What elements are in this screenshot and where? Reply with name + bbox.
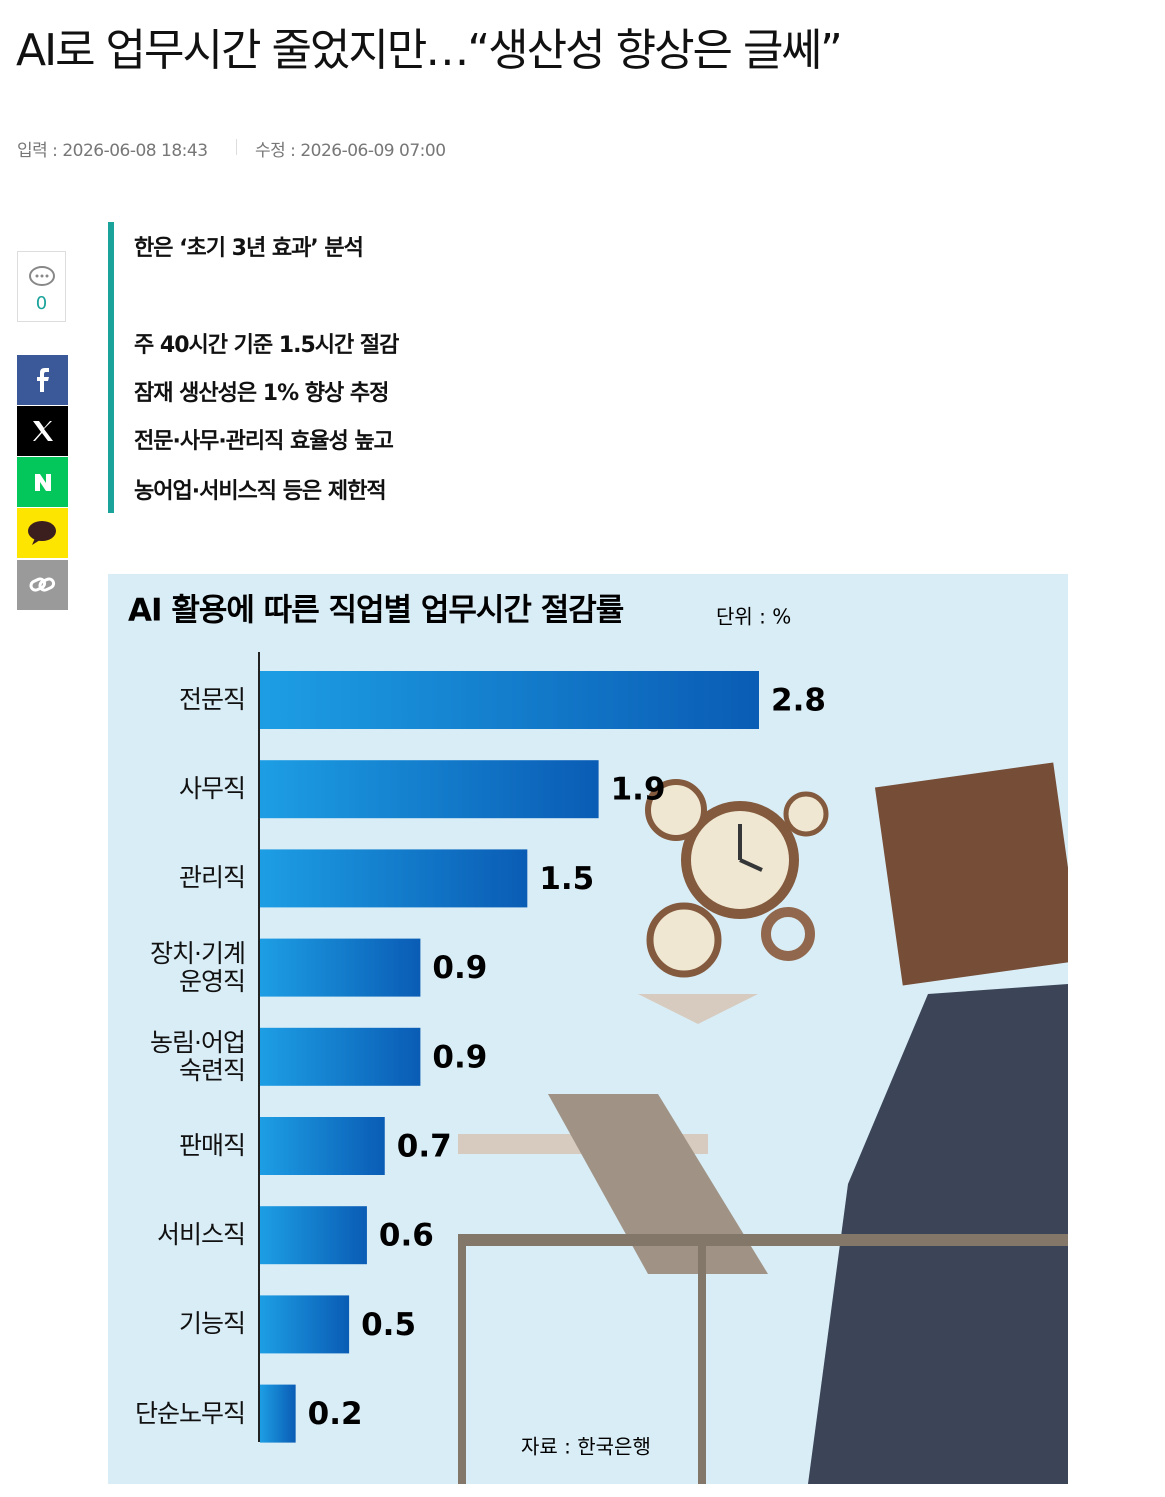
category-label: 관리직 — [178, 863, 246, 893]
bar — [260, 671, 759, 729]
value-label: 0.9 — [432, 950, 487, 986]
value-label: 1.9 — [611, 772, 666, 808]
article-title: AI로 업무시간 줄었지만…“생산성 향상은 글쎄” — [16, 25, 843, 76]
value-label: 0.9 — [432, 1039, 487, 1075]
bar — [260, 938, 421, 997]
category-label: 단순노무직 — [134, 1398, 246, 1428]
chart-panel: AI 활용에 따른 직업별 업무시간 절감률 단위 : % 자료 : 한국은행 … — [108, 574, 1068, 1484]
summary-headline: 한은 ‘초기 3년 효과’ 분석 — [134, 236, 364, 261]
summary-line: 잠재 생산성은 1% 향상 추정 — [134, 381, 389, 406]
category-label: 농림·어업 숙련직 — [150, 1027, 246, 1085]
comment-icon — [29, 266, 55, 286]
published-time: 입력 : 2026-06-08 18:43 — [17, 141, 208, 161]
source: 자료 : 한국은행 — [521, 1435, 651, 1459]
value-label: 0.2 — [308, 1396, 363, 1432]
comment-button[interactable] — [17, 251, 66, 322]
illustration — [458, 762, 1068, 1484]
category-label: 판매직 — [178, 1131, 246, 1160]
separator — [236, 139, 237, 155]
link-share[interactable] — [17, 560, 68, 610]
bar — [260, 849, 528, 908]
bar — [260, 1027, 421, 1086]
kakao-share[interactable] — [17, 508, 68, 558]
summary-line: 주 40시간 기준 1.5시간 절감 — [134, 333, 399, 358]
facebook-share[interactable] — [17, 355, 68, 405]
bar — [260, 1295, 350, 1354]
unit-label: 단위 : % — [716, 605, 791, 629]
value-label: 2.8 — [771, 683, 826, 719]
category-label: 장치·기계 운영직 — [150, 938, 246, 996]
modified-time: 수정 : 2026-06-09 07:00 — [255, 141, 446, 161]
bar — [260, 1117, 385, 1175]
category-label: 전문직 — [178, 685, 246, 714]
comment-count: 0 — [35, 293, 48, 314]
category-label: 사무직 — [178, 774, 246, 804]
value-label: 0.5 — [361, 1307, 416, 1343]
category-label: 기능직 — [178, 1309, 246, 1339]
chart: AI 활용에 따른 직업별 업무시간 절감률 단위 : % 자료 : 한국은행 … — [128, 593, 1068, 1484]
bar — [260, 760, 599, 819]
bar — [260, 1384, 296, 1443]
x-share[interactable] — [17, 406, 68, 456]
chart-title: AI 활용에 따른 직업별 업무시간 절감률 — [128, 593, 624, 629]
summary-line: 농어업·서비스직 등은 제한적 — [134, 479, 387, 504]
value-label: 0.7 — [397, 1129, 452, 1165]
naver-share[interactable] — [17, 457, 68, 507]
summary: 한은 ‘초기 3년 효과’ 분석 주 40시간 기준 1.5시간 절감 잠재 생… — [108, 222, 714, 513]
bar — [260, 1206, 367, 1265]
summary-line: 전문·사무·관리직 효율성 높고 — [134, 429, 394, 454]
value-label: 0.6 — [379, 1218, 434, 1254]
value-label: 1.5 — [539, 861, 594, 897]
category-label: 서비스직 — [156, 1220, 246, 1250]
